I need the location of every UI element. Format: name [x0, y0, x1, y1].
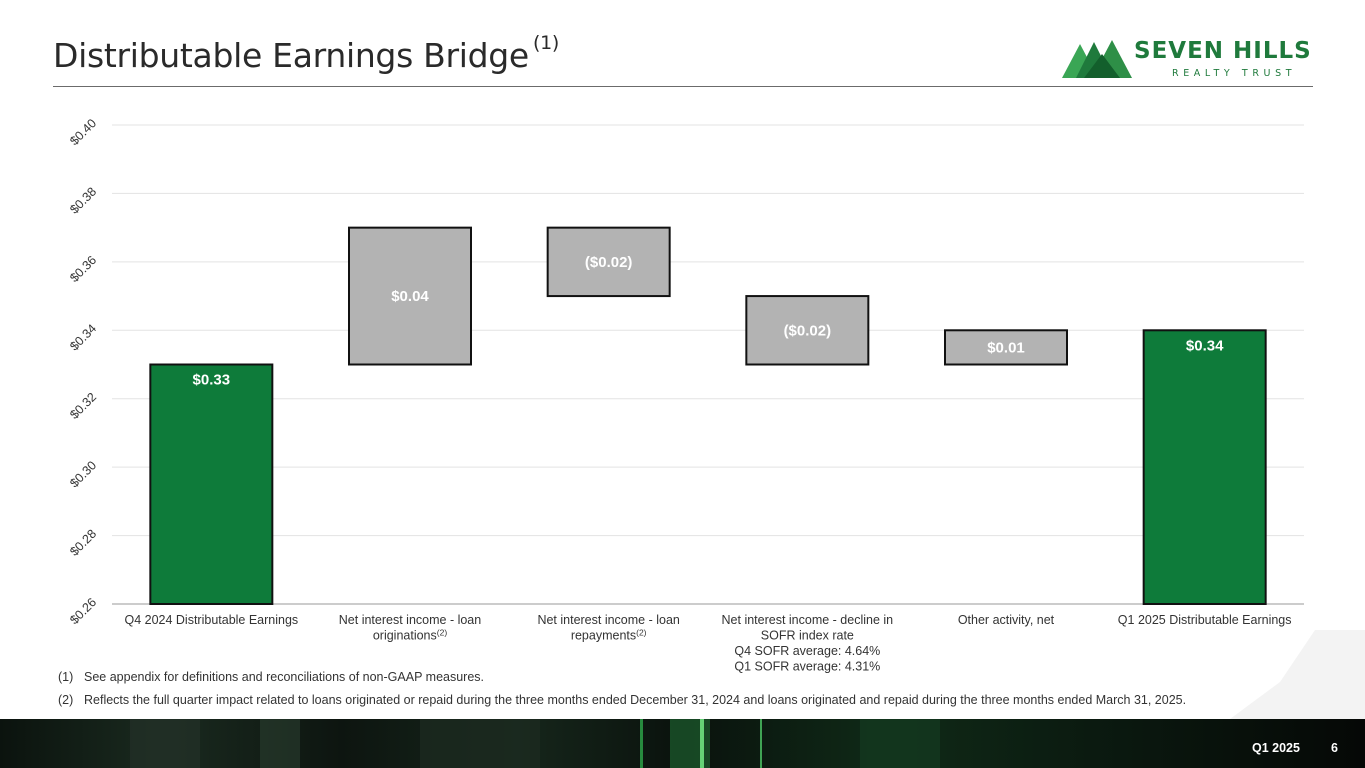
- waterfall-bar: [1142, 329, 1267, 605]
- logo-wordmark: SEVEN HILLS: [1134, 38, 1312, 64]
- waterfall-chart: $0.26 $0.28 $0.30 $0.32 $0.34 $0.36 $0.38 $0.40…: [67, 116, 1304, 674]
- page-title-text: Distributable Earnings Bridge: [53, 36, 529, 75]
- title-divider: [53, 86, 1313, 87]
- x-category-label: originations(2): [373, 628, 447, 643]
- y-tick-label: $0.36: [67, 253, 99, 285]
- waterfall-bar: [745, 295, 870, 366]
- footnote-2: (2) Reflects the full quarter impact rela…: [58, 693, 1187, 707]
- company-logo: SEVEN HILLS REALTY TRUST: [1062, 38, 1317, 82]
- footnote-1: (1) See appendix for definitions and reco…: [58, 670, 485, 684]
- page-title: Distributable Earnings Bridge (1): [53, 32, 559, 75]
- footer-page-number: 6: [1331, 741, 1338, 755]
- y-tick-label: $0.28: [67, 527, 99, 559]
- y-tick-label: $0.38: [67, 185, 99, 217]
- x-category-label: Net interest income - decline in: [722, 613, 894, 627]
- data-label: ($0.02): [784, 322, 832, 339]
- x-category-label: repayments(2): [571, 628, 647, 643]
- waterfall-bar: [348, 226, 472, 366]
- footer-period: Q1 2025: [1252, 741, 1300, 755]
- x-category-label: Q1 SOFR average: 4.31%: [734, 660, 880, 674]
- x-category-label: Net interest income - loan: [339, 613, 481, 627]
- logo-tagline: REALTY TRUST: [1172, 68, 1297, 79]
- mountains-logo-icon: [1062, 40, 1132, 78]
- x-category-label: SOFR index rate: [761, 629, 854, 643]
- waterfall-bar: [944, 329, 1068, 366]
- x-category-label: Other activity, net: [958, 613, 1055, 627]
- data-label: $0.34: [1186, 337, 1224, 354]
- category-footnote-ref: (2): [636, 628, 647, 638]
- data-label: ($0.02): [585, 254, 633, 271]
- y-tick-label: $0.26: [67, 595, 99, 627]
- waterfall-bar: [546, 226, 671, 298]
- category-footnote-ref: (2): [437, 628, 448, 638]
- waterfall-bar: [149, 363, 274, 605]
- footer-photo-band: [0, 719, 1365, 768]
- x-category-label: Q4 SOFR average: 4.64%: [734, 644, 880, 658]
- data-label: $0.33: [193, 372, 231, 389]
- title-footnote-ref: (1): [532, 32, 559, 54]
- corner-decoration: [1230, 630, 1365, 719]
- y-tick-label: $0.30: [67, 458, 99, 490]
- x-category-label: Q1 2025 Distributable Earnings: [1118, 613, 1292, 627]
- x-category-label: Q4 2024 Distributable Earnings: [124, 613, 298, 627]
- y-tick-label: $0.34: [67, 321, 99, 353]
- data-label: $0.01: [987, 339, 1025, 356]
- y-tick-label: $0.40: [67, 116, 99, 148]
- y-tick-label: $0.32: [67, 390, 99, 422]
- x-category-label: Net interest income - loan: [537, 613, 679, 627]
- data-label: $0.04: [391, 288, 429, 305]
